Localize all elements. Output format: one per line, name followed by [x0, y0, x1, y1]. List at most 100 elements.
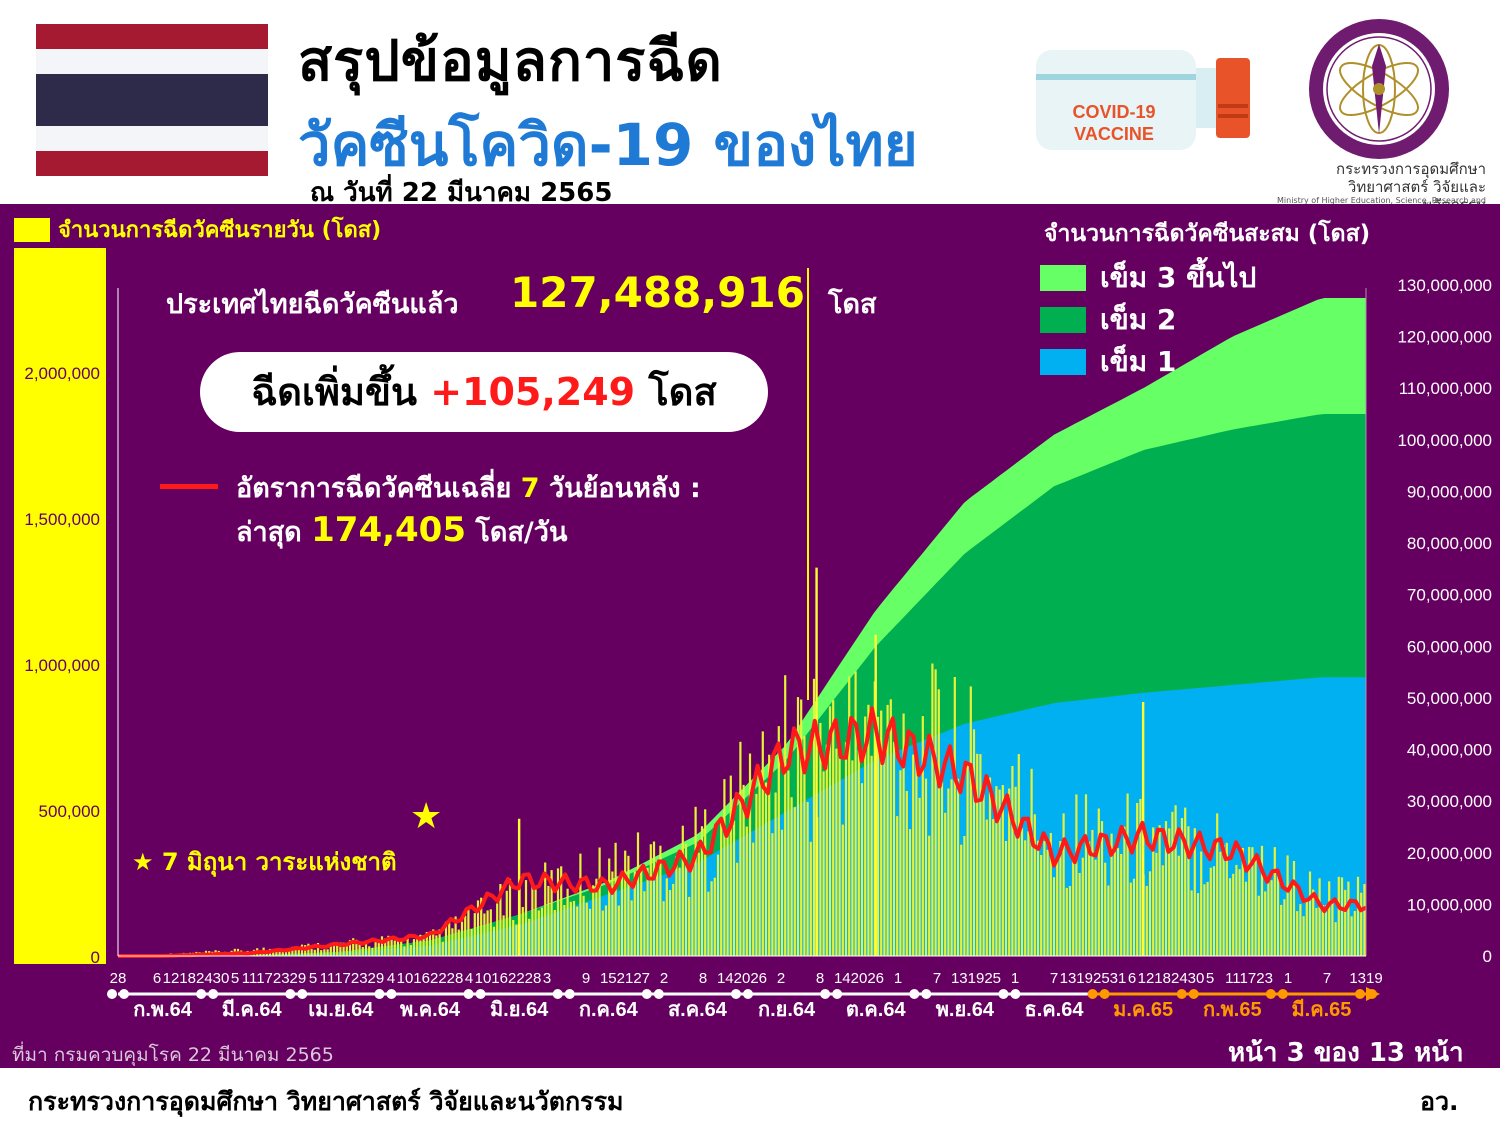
legend-item-dose1: เข็ม 1: [1040, 340, 1256, 382]
daily-bar: [617, 905, 620, 956]
daily-bar: [656, 861, 659, 956]
daily-bar: [966, 763, 969, 956]
x-day-label: 4: [387, 970, 395, 987]
x-month-label: ก.พ.65: [1203, 999, 1262, 1021]
daily-bar: [944, 812, 947, 956]
daily-bar: [976, 753, 979, 956]
daily-bar: [1110, 833, 1113, 956]
daily-bar: [1190, 890, 1193, 956]
daily-bar: [416, 935, 419, 956]
timeline-dot: [475, 989, 486, 999]
daily-bar: [1260, 845, 1264, 956]
right-tick-label: 80,000,000: [1407, 534, 1492, 553]
daily-bar: [1152, 827, 1155, 956]
daily-bar: [1184, 807, 1187, 956]
daily-bar: [1286, 855, 1289, 956]
timeline-dot: [208, 989, 219, 999]
x-day-label: 5: [1206, 970, 1214, 987]
daily-bar: [544, 862, 547, 956]
daily-bar: [1043, 841, 1046, 956]
increase-unit: โดส: [648, 370, 717, 414]
x-month-label: พ.ค.64: [400, 999, 461, 1021]
daily-bar: [1280, 904, 1283, 956]
x-day-label: 12182430: [1138, 970, 1205, 987]
daily-bar: [476, 900, 480, 956]
daily-bar: [470, 929, 473, 956]
daily-bar: [1302, 916, 1305, 956]
daily-bar: [905, 791, 908, 956]
daily-bar: [528, 918, 531, 956]
flag-stripe-red-bottom: [36, 151, 268, 176]
x-day-label: 5: [309, 970, 317, 987]
daily-bar: [499, 884, 502, 956]
timeline-dot: [119, 989, 129, 999]
daily-bar: [1174, 805, 1177, 956]
timeline-dot: [386, 989, 397, 999]
daily-bar: [611, 871, 614, 956]
timeline-dot: [552, 989, 563, 999]
daily-bar: [582, 895, 585, 956]
avg-line-swatch: [160, 484, 218, 489]
daily-bar: [1356, 876, 1360, 956]
daily-bar: [313, 949, 316, 956]
daily-bar: [697, 852, 700, 956]
daily-bar: [1225, 842, 1228, 956]
daily-bar: [563, 905, 566, 956]
daily-bar: [1292, 861, 1296, 956]
vaccine-label-2: VACCINE: [1074, 124, 1154, 144]
daily-bar: [412, 939, 416, 956]
daily-bar: [1116, 848, 1120, 956]
daily-bar: [931, 663, 934, 956]
daily-bar: [435, 935, 438, 956]
daily-bar: [1155, 852, 1158, 956]
daily-bar: [1113, 852, 1116, 956]
daily-bar: [870, 755, 873, 956]
legend: เข็ม 3 ขึ้นไป เข็ม 2 เข็ม 1: [1040, 256, 1256, 382]
daily-bar: [579, 853, 582, 956]
daily-bar: [1209, 867, 1212, 956]
daily-bar-peak: [874, 634, 877, 956]
daily-bar: [345, 944, 348, 956]
daily-bar: [288, 948, 291, 956]
x-month-label: ธ.ค.64: [1025, 999, 1085, 1021]
right-tick-label: 0: [1483, 947, 1492, 966]
daily-bar: [1068, 886, 1072, 956]
daily-bar: [534, 889, 537, 956]
ministry-logo: [1309, 19, 1449, 159]
daily-bar: [675, 856, 678, 956]
daily-bar: [723, 779, 726, 956]
legend-swatch-dose2: [1040, 307, 1086, 333]
daily-bar: [630, 900, 633, 956]
star-annotation: ★ 7 มิถุนา วาระแห่งชาติ: [132, 842, 397, 881]
x-day-label: 8: [816, 970, 824, 987]
x-day-label: 142026: [717, 970, 767, 987]
daily-bar: [1062, 813, 1065, 956]
daily-bar: [969, 686, 972, 956]
x-day-label: 5: [231, 970, 239, 987]
daily-bar: [1337, 876, 1340, 956]
daily-bar: [1104, 862, 1107, 956]
latest-unit: โดส/วัน: [475, 517, 568, 548]
daily-bar: [896, 816, 899, 956]
daily-bar: [464, 915, 467, 956]
timeline-dot: [285, 989, 296, 999]
daily-bar: [387, 935, 390, 956]
daily-bar: [460, 921, 464, 956]
legend-swatch-dose1: [1040, 349, 1086, 375]
daily-bar: [915, 763, 918, 956]
daily-bar: [294, 950, 297, 956]
x-month-label: ก.ค.64: [579, 999, 639, 1021]
x-day-label: 152127: [600, 970, 650, 987]
daily-bar: [438, 929, 441, 956]
daily-bar: [1232, 873, 1235, 956]
daily-bar: [1200, 851, 1203, 956]
daily-bar: [326, 949, 329, 956]
daily-bar: [393, 940, 396, 956]
daily-bar: [758, 773, 761, 956]
daily-bar: [348, 940, 352, 956]
legend-label-dose3: เข็ม 3 ขึ้นไป: [1100, 261, 1257, 294]
left-tick-label: 2,000,000: [24, 364, 100, 383]
daily-bar: [1283, 899, 1286, 956]
daily-bar: [1273, 847, 1276, 956]
daily-bar: [1331, 899, 1334, 956]
